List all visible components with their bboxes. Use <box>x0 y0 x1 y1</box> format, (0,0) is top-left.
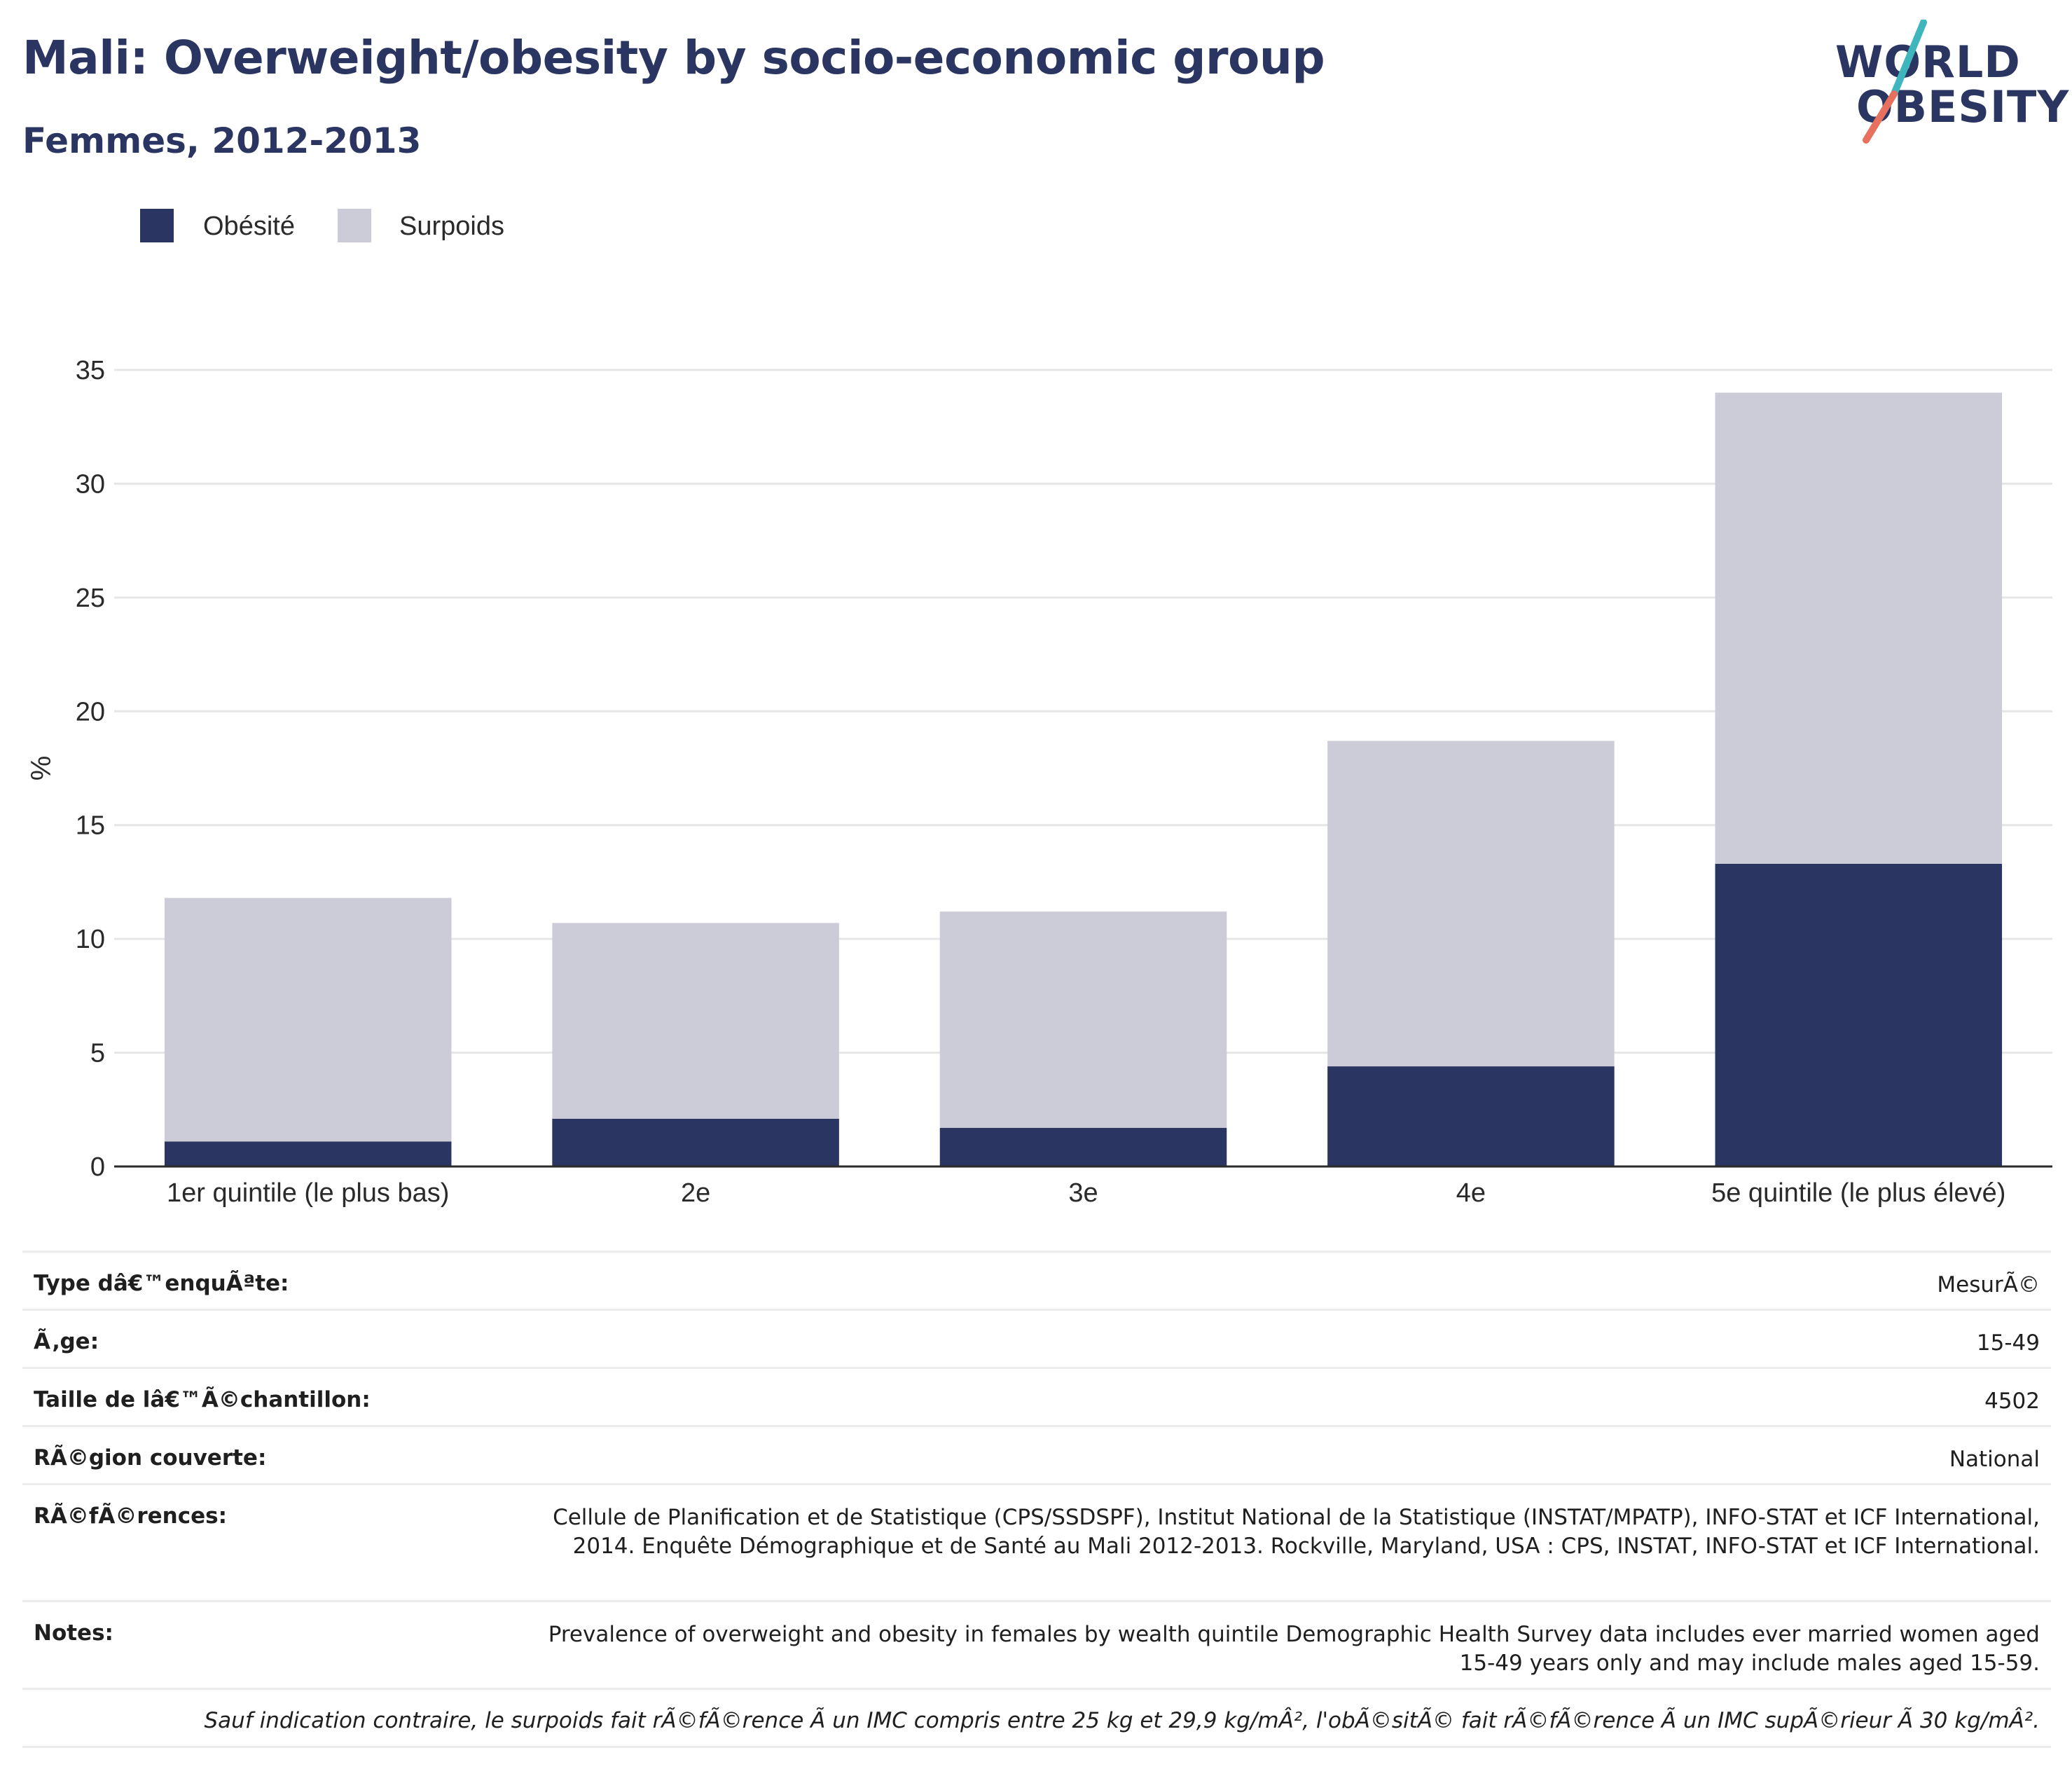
legend-label-obesity: Obésité <box>203 212 295 241</box>
stacked-bar-chart: 0 5 10 15 20 25 30 35% 1er quintile (le plus bas… <box>26 356 2052 1208</box>
info-row-notes: Notes: Prevalence of overweight and obes… <box>22 1600 2051 1688</box>
y-tick-label: 15 <box>76 811 105 841</box>
info-value: Prevalence of overweight and obesity in … <box>548 1622 2040 1676</box>
y-tick-label: 0 <box>90 1152 105 1182</box>
info-row-region: RÃ©gion couverte: National <box>22 1425 2051 1483</box>
info-value: MesurÃ© <box>1937 1272 2040 1297</box>
info-key: Notes: <box>34 1620 113 1646</box>
x-tick-label: 5e quintile (le plus élevé) <box>1711 1178 2005 1208</box>
overweight-bar <box>164 897 452 1142</box>
y-tick-label: 30 <box>76 469 105 499</box>
chart-subtitle: Femmes, 2012-2013 <box>22 121 422 161</box>
logo-line-1: WORLD <box>1835 36 2021 88</box>
legend-swatch-overweight <box>338 209 371 242</box>
info-row-survey-type: Type dâ€™enquÃªte: MesurÃ© <box>22 1251 2051 1309</box>
table-bottom-rule <box>22 1746 2051 1748</box>
y-tick-label: 20 <box>76 697 105 727</box>
overweight-bar <box>1327 741 1615 1067</box>
legend-swatch-obesity <box>140 209 174 242</box>
x-tick-label: 3e <box>1068 1178 1098 1208</box>
info-table: Type dâ€™enquÃªte: MesurÃ© Ã‚ge: 15-49 T… <box>22 1251 2051 1748</box>
x-tick-label: 2e <box>681 1178 710 1208</box>
info-key: RÃ©gion couverte: <box>34 1445 267 1471</box>
obesity-bar <box>1327 1066 1615 1166</box>
info-row-footnote: Sauf indication contraire, le surpoids f… <box>22 1688 2051 1746</box>
overweight-bar <box>552 923 839 1119</box>
info-value: National <box>1949 1447 2040 1472</box>
obesity-bar <box>164 1141 452 1166</box>
x-tick-label: 1er quintile (le plus bas) <box>167 1178 449 1208</box>
obesity-bar <box>939 1127 1227 1166</box>
info-row-references: RÃ©fÃ©rences: Cellule de Planification e… <box>22 1483 2051 1600</box>
footnote: Sauf indication contraire, le surpoids f… <box>204 1708 2040 1733</box>
world-obesity-logo: WORLD OBESITY <box>1821 20 2068 146</box>
info-key: Type dâ€™enquÃªte: <box>34 1271 289 1296</box>
y-tick-label: 35 <box>76 356 105 385</box>
y-tick-label: 10 <box>76 925 105 954</box>
y-tick-label: 5 <box>90 1039 105 1068</box>
legend-label-overweight: Surpoids <box>399 212 504 241</box>
info-key: RÃ©fÃ©rences: <box>34 1503 227 1529</box>
obesity-bar <box>552 1118 839 1166</box>
overweight-bar <box>939 911 1227 1128</box>
chart-title: Mali: Overweight/obesity by socio-econom… <box>22 31 1325 85</box>
info-value: Cellule de Planification et de Statistiq… <box>553 1505 2040 1559</box>
x-tick-label: 4e <box>1456 1178 1486 1208</box>
obesity-bar <box>1715 863 2003 1166</box>
info-row-age: Ã‚ge: 15-49 <box>22 1309 2051 1367</box>
logo-slash-icon <box>1863 20 1927 144</box>
info-key: Taille de lâ€™Ã©chantillon: <box>34 1387 371 1412</box>
overweight-bar <box>1715 392 2003 864</box>
info-value: 4502 <box>1984 1389 2040 1414</box>
info-value: 15-49 <box>1976 1330 2040 1356</box>
y-tick-label: 25 <box>76 584 105 613</box>
info-key: Ã‚ge: <box>34 1329 99 1354</box>
info-row-sample-size: Taille de lâ€™Ã©chantillon: 4502 <box>22 1367 2051 1425</box>
y-axis-label: % <box>26 756 57 781</box>
